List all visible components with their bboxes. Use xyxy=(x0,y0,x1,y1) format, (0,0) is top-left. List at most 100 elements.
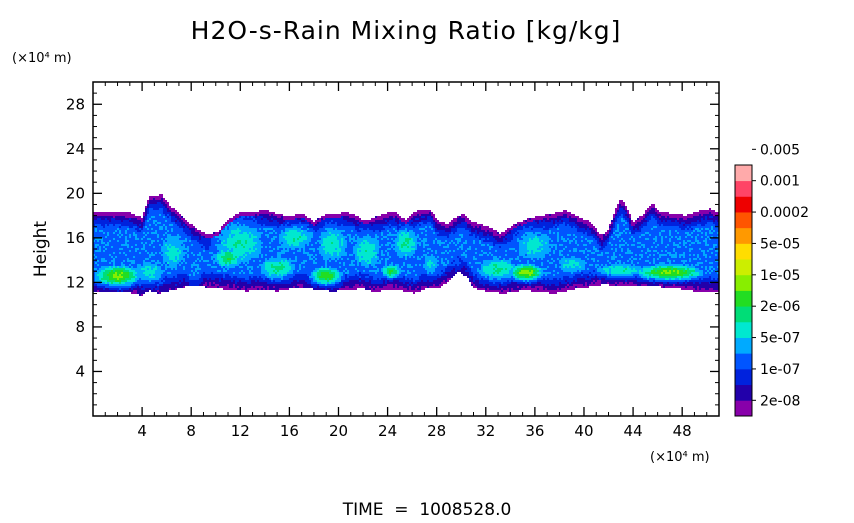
field-cell xyxy=(345,226,347,228)
field-cell xyxy=(179,286,181,288)
field-cell xyxy=(101,214,103,216)
field-cell xyxy=(323,266,325,268)
field-cell xyxy=(145,244,147,246)
field-cell xyxy=(261,286,263,288)
field-cell xyxy=(167,250,169,252)
field-cell xyxy=(343,270,345,272)
field-cell xyxy=(105,224,107,226)
field-cell xyxy=(279,268,281,270)
field-cell xyxy=(127,254,129,256)
field-cell xyxy=(123,218,125,220)
field-cell xyxy=(243,280,245,282)
field-cell xyxy=(331,244,333,246)
field-cell xyxy=(113,216,115,218)
field-cell xyxy=(255,226,257,228)
field-cell xyxy=(133,258,135,260)
field-cell xyxy=(199,252,201,254)
field-cell xyxy=(167,278,169,280)
field-cell xyxy=(329,262,331,264)
field-cell xyxy=(151,204,153,206)
field-cell xyxy=(159,202,161,204)
field-cell xyxy=(355,234,357,236)
field-cell xyxy=(315,242,317,244)
field-cell xyxy=(289,216,291,218)
field-cell xyxy=(355,248,357,250)
field-cell xyxy=(325,228,327,230)
field-cell xyxy=(293,242,295,244)
field-cell xyxy=(145,228,147,230)
field-cell xyxy=(225,228,227,230)
field-cell xyxy=(293,238,295,240)
field-cell xyxy=(181,228,183,230)
field-cell xyxy=(321,274,323,276)
field-cell xyxy=(227,230,229,232)
field-cell xyxy=(289,234,291,236)
field-cell xyxy=(185,242,187,244)
field-cell xyxy=(351,282,353,284)
field-cell xyxy=(171,282,173,284)
field-cell xyxy=(351,262,353,264)
field-cell xyxy=(305,232,307,234)
field-cell xyxy=(325,262,327,264)
field-cell xyxy=(299,274,301,276)
field-cell xyxy=(301,272,303,274)
field-cell xyxy=(243,260,245,262)
field-cell xyxy=(289,284,291,286)
field-cell xyxy=(285,262,287,264)
field-cell xyxy=(347,240,349,242)
field-cell xyxy=(317,230,319,232)
field-cell xyxy=(105,258,107,260)
field-cell xyxy=(229,252,231,254)
field-cell xyxy=(153,220,155,222)
field-cell xyxy=(339,214,341,216)
field-cell xyxy=(241,266,243,268)
field-cell xyxy=(115,232,117,234)
field-cell xyxy=(139,288,141,290)
field-cell xyxy=(241,230,243,232)
field-cell xyxy=(97,274,99,276)
field-cell xyxy=(237,238,239,240)
field-cell xyxy=(235,220,237,222)
field-cell xyxy=(217,282,219,284)
field-cell xyxy=(315,246,317,248)
field-cell xyxy=(123,274,125,276)
field-cell xyxy=(251,276,253,278)
field-cell xyxy=(337,278,339,280)
field-cell xyxy=(297,270,299,272)
field-cell xyxy=(115,272,117,274)
field-cell xyxy=(337,234,339,236)
field-cell xyxy=(295,228,297,230)
field-cell xyxy=(127,256,129,258)
field-cell xyxy=(103,244,105,246)
field-cell xyxy=(347,224,349,226)
field-cell xyxy=(97,220,99,222)
field-cell xyxy=(171,262,173,264)
field-cell xyxy=(329,268,331,270)
field-cell xyxy=(225,250,227,252)
field-cell xyxy=(99,268,101,270)
field-cell xyxy=(341,236,343,238)
field-cell xyxy=(199,250,201,252)
field-cell xyxy=(133,266,135,268)
field-cell xyxy=(221,256,223,258)
field-cell xyxy=(243,220,245,222)
field-cell xyxy=(93,240,95,242)
field-cell xyxy=(117,260,119,262)
field-cell xyxy=(119,240,121,242)
field-cell xyxy=(139,230,141,232)
field-cell xyxy=(139,216,141,218)
field-cell xyxy=(187,254,189,256)
field-cell xyxy=(221,278,223,280)
field-cell xyxy=(297,226,299,228)
field-cell xyxy=(119,232,121,234)
field-cell xyxy=(179,238,181,240)
field-cell xyxy=(253,288,255,290)
field-cell xyxy=(307,274,309,276)
field-cell xyxy=(149,214,151,216)
field-cell xyxy=(245,222,247,224)
field-cell xyxy=(277,274,279,276)
field-cell xyxy=(145,218,147,220)
field-cell xyxy=(233,268,235,270)
field-cell xyxy=(197,234,199,236)
field-cell xyxy=(215,250,217,252)
